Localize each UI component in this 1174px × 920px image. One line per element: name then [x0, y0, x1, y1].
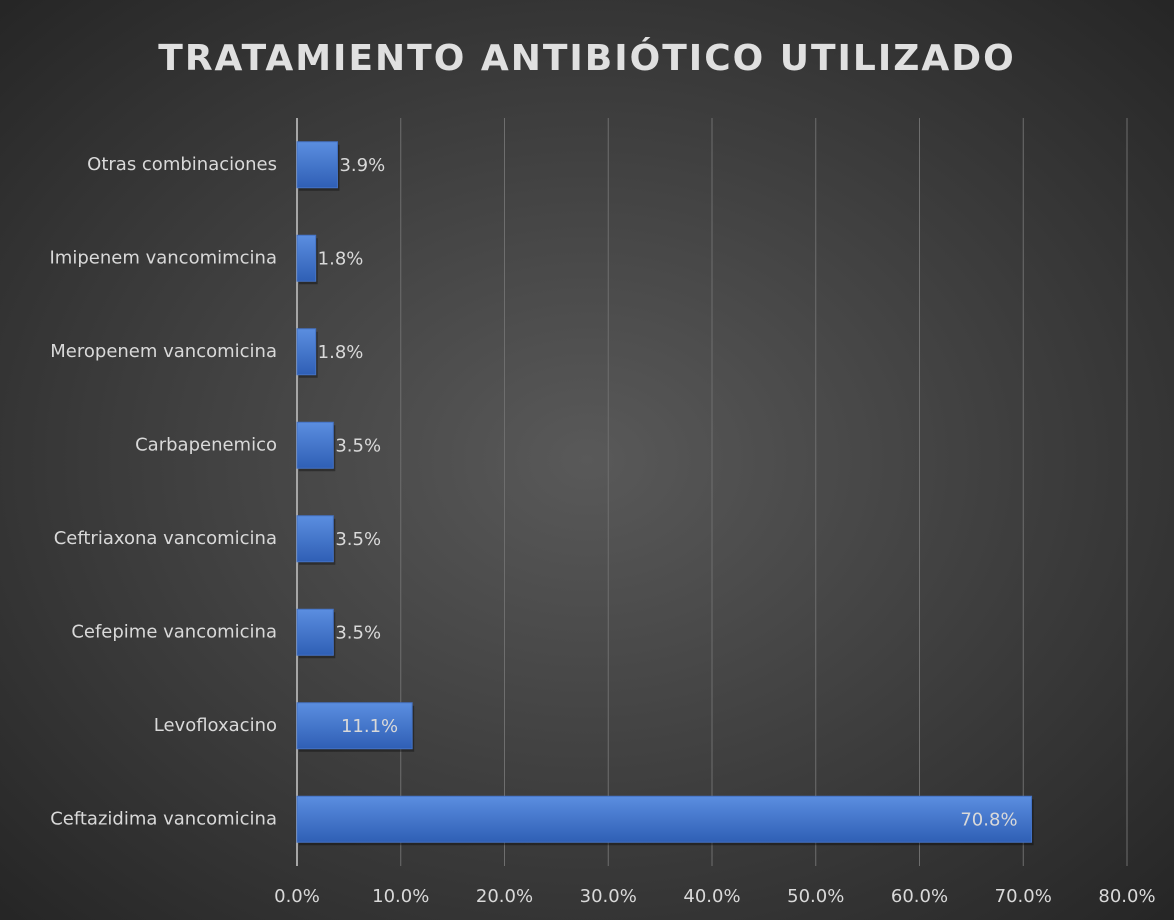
- y-tick-label: Meropenem vancomicina: [50, 341, 277, 362]
- bar: [296, 702, 413, 750]
- y-tick-label: Cefepime vancomicina: [71, 621, 277, 642]
- data-label: 70.8%: [960, 809, 1017, 830]
- bar: [296, 328, 317, 376]
- bar: [296, 141, 338, 189]
- chart-title: TRATAMIENTO ANTIBIÓTICO UTILIZADO: [158, 37, 1015, 79]
- data-label: 1.8%: [318, 248, 364, 269]
- data-label: 3.5%: [335, 622, 381, 643]
- bar: [296, 421, 334, 469]
- bar: [296, 608, 334, 656]
- y-tick-label: Imipenem vancomimcina: [50, 247, 278, 268]
- data-label: 3.5%: [335, 529, 381, 550]
- y-tick-label: Levofloxacino: [154, 715, 277, 736]
- data-label: 3.5%: [335, 435, 381, 456]
- y-tick-label: Ceftriaxona vancomicina: [54, 528, 277, 549]
- x-tick-label: 60.0%: [891, 886, 948, 907]
- bar: [296, 795, 1033, 843]
- x-tick-label: 10.0%: [372, 886, 429, 907]
- y-tick-label: Otras combinaciones: [87, 154, 277, 175]
- bar: [296, 515, 334, 563]
- data-label: 1.8%: [318, 342, 364, 363]
- data-label: 11.1%: [341, 716, 398, 737]
- x-tick-label: 20.0%: [476, 886, 533, 907]
- bar: [296, 234, 317, 282]
- data-label: 3.9%: [339, 155, 385, 176]
- y-tick-label: Ceftazidima vancomicina: [50, 808, 277, 829]
- x-tick-label: 0.0%: [274, 886, 320, 907]
- x-tick-label: 30.0%: [580, 886, 637, 907]
- y-tick-label: Carbapenemico: [135, 434, 277, 455]
- x-tick-label: 80.0%: [1098, 886, 1155, 907]
- x-tick-label: 50.0%: [787, 886, 844, 907]
- x-tick-label: 40.0%: [683, 886, 740, 907]
- x-tick-label: 70.0%: [995, 886, 1052, 907]
